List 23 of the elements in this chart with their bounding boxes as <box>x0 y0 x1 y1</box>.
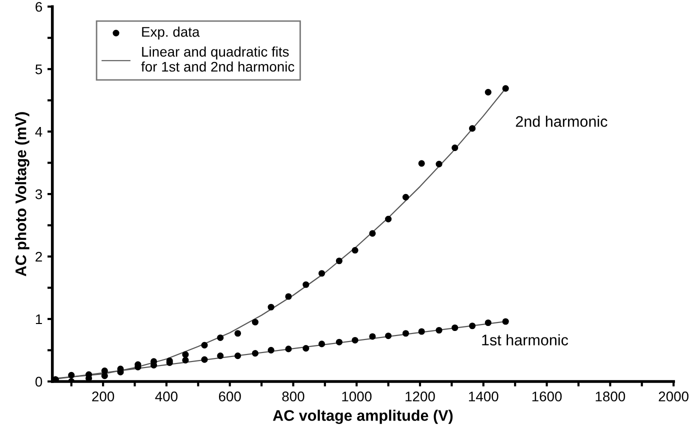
legend-label: Linear and quadratic fits for 1st and 2nd harmonic <box>141 46 294 72</box>
x-tick-label: 1800 <box>596 392 626 402</box>
x-tick-label: 600 <box>218 392 241 402</box>
annotation: 1st harmonic <box>482 334 568 346</box>
x-tick-label: 1400 <box>469 392 498 402</box>
x-tick-label: 1200 <box>406 392 435 402</box>
x-tick-label: 200 <box>92 392 114 402</box>
legend-label: Exp. data <box>142 26 200 40</box>
y-axis-title: AC photo Voltage (mV) <box>15 112 30 276</box>
x-tick-label: 400 <box>155 392 178 402</box>
annotation: 2nd harmonic <box>516 116 608 127</box>
y-tick-label: 0 <box>35 376 42 387</box>
y-tick-label: 2 <box>36 252 42 262</box>
x-tick-label: 1000 <box>342 392 372 402</box>
y-tick-label: 5 <box>35 64 42 74</box>
x-tick-label: 800 <box>282 392 304 402</box>
y-tick-label: 3 <box>35 189 42 200</box>
y-tick-label: 4 <box>35 127 42 137</box>
x-axis-title: AC voltage amplitude (V) <box>272 410 453 424</box>
x-tick-label: 2000 <box>658 392 688 402</box>
y-tick-label: 6 <box>36 2 42 12</box>
y-tick-label: 1 <box>36 314 42 324</box>
x-tick-label: 1600 <box>532 392 562 402</box>
